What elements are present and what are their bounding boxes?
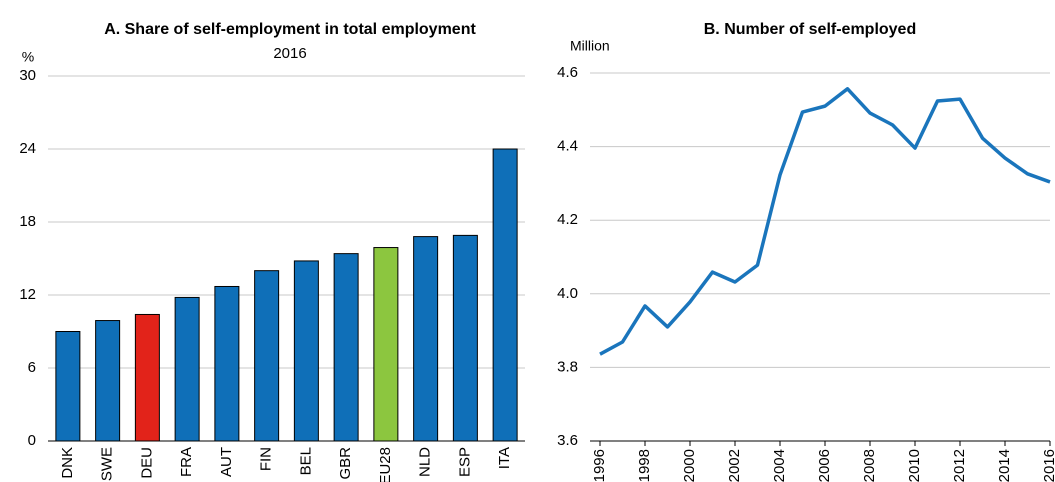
x-tick-label: 2012 [951,449,968,482]
x-tick-label: 2016 [1041,449,1055,482]
x-tick-label: NLD [417,447,434,477]
y-tick-label: 24 [19,140,36,157]
bar [413,236,439,442]
chart-title: B. Number of self-employed [704,21,916,38]
chart-title: A. Share of self-employment in total emp… [104,21,476,38]
bar [214,285,240,442]
chart-subtitle: 2016 [273,45,306,62]
x-tick-label: 2000 [681,449,698,482]
x-tick-label: FRA [178,447,195,477]
x-tick-label: AUT [218,447,235,477]
x-tick-label: 1996 [591,449,608,482]
x-tick-label: 2002 [726,449,743,482]
y-tick-label: 3.6 [557,432,578,449]
x-tick-label: 2006 [816,449,833,482]
y-axis-unit: Million [570,38,610,54]
y-tick-label: 30 [19,67,36,84]
y-tick-label: 3.8 [557,358,578,375]
x-tick-label: EU28 [377,447,394,482]
y-tick-label: 12 [19,286,36,303]
x-tick-label: DEU [138,447,155,479]
bar [95,320,121,442]
y-tick-label: 18 [19,213,36,230]
x-tick-label: SWE [99,447,116,481]
y-axis-unit: % [22,49,34,65]
bar [134,313,160,442]
x-tick-label: ESP [456,447,473,477]
x-tick-label: GBR [337,447,354,480]
x-tick-label: 2008 [861,449,878,482]
y-tick-label: 4.4 [557,138,578,155]
x-tick-label: DNK [59,447,76,479]
x-tick-label: 2014 [996,449,1013,482]
bar [492,148,518,442]
bar [373,247,399,442]
x-tick-label: 1998 [636,449,653,482]
x-tick-label: BEL [297,447,314,475]
bar [333,253,359,442]
bar [293,260,319,442]
y-tick-label: 0 [28,432,36,449]
x-tick-label: 2010 [906,449,923,482]
bar [55,331,81,442]
y-tick-label: 6 [28,359,36,376]
bar [452,234,478,442]
x-tick-label: FIN [258,447,275,471]
x-tick-label: ITA [496,447,513,469]
line [599,87,1051,356]
y-tick-label: 4.0 [557,285,578,302]
bar [254,270,280,442]
x-tick-label: 2004 [771,449,788,482]
y-tick-label: 4.2 [557,211,578,228]
y-tick-label: 4.6 [557,64,578,81]
bar [174,296,200,442]
